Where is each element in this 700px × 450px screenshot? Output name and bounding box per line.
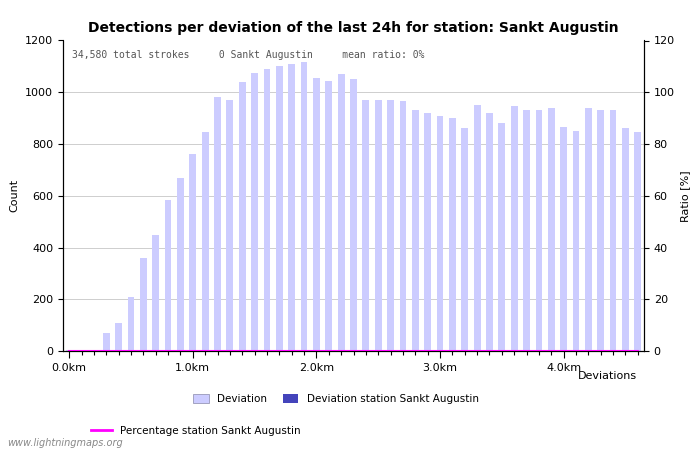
Bar [140,258,147,351]
Bar [313,78,320,351]
Bar [486,113,493,351]
Bar [474,105,480,351]
Text: www.lightningmaps.org: www.lightningmaps.org [7,438,122,448]
Bar [374,100,382,351]
Bar [301,63,307,351]
Bar [573,131,580,351]
Bar [585,108,591,351]
Bar [264,69,270,351]
Bar [90,350,97,351]
Bar [449,118,456,351]
Bar [177,178,184,351]
Bar [424,113,431,351]
Bar [78,350,85,351]
Bar [597,110,604,351]
Bar [437,116,443,351]
Y-axis label: Ratio [%]: Ratio [%] [680,170,690,221]
Bar [276,66,283,351]
Bar [610,110,617,351]
Bar [164,200,172,351]
Bar [227,100,233,351]
Bar [127,297,134,351]
Bar [523,110,530,351]
Bar [498,123,505,351]
Bar [548,108,554,351]
Bar [103,333,110,351]
Bar [511,107,517,351]
Legend: Percentage station Sankt Augustin: Percentage station Sankt Augustin [91,426,301,436]
Bar [634,132,641,351]
Legend: Deviation, Deviation station Sankt Augustin: Deviation, Deviation station Sankt Augus… [193,394,479,404]
Y-axis label: Count: Count [10,179,20,212]
Text: Deviations: Deviations [578,371,637,381]
Bar [190,154,196,351]
Bar [202,132,209,351]
Bar [66,350,73,351]
Bar [560,127,567,351]
Bar [214,97,221,351]
Bar [239,82,246,351]
Bar [116,323,122,351]
Bar [251,73,258,351]
Bar [288,64,295,351]
Bar [363,100,370,351]
Title: Detections per deviation of the last 24h for station: Sankt Augustin: Detections per deviation of the last 24h… [88,21,619,35]
Bar [337,74,344,351]
Bar [461,129,468,351]
Bar [622,129,629,351]
Bar [536,110,542,351]
Bar [350,79,357,351]
Bar [153,234,159,351]
Bar [326,81,332,351]
Bar [412,110,419,351]
Text: 34,580 total strokes     0 Sankt Augustin     mean ratio: 0%: 34,580 total strokes 0 Sankt Augustin me… [71,50,424,60]
Bar [400,101,406,351]
Bar [387,100,394,351]
